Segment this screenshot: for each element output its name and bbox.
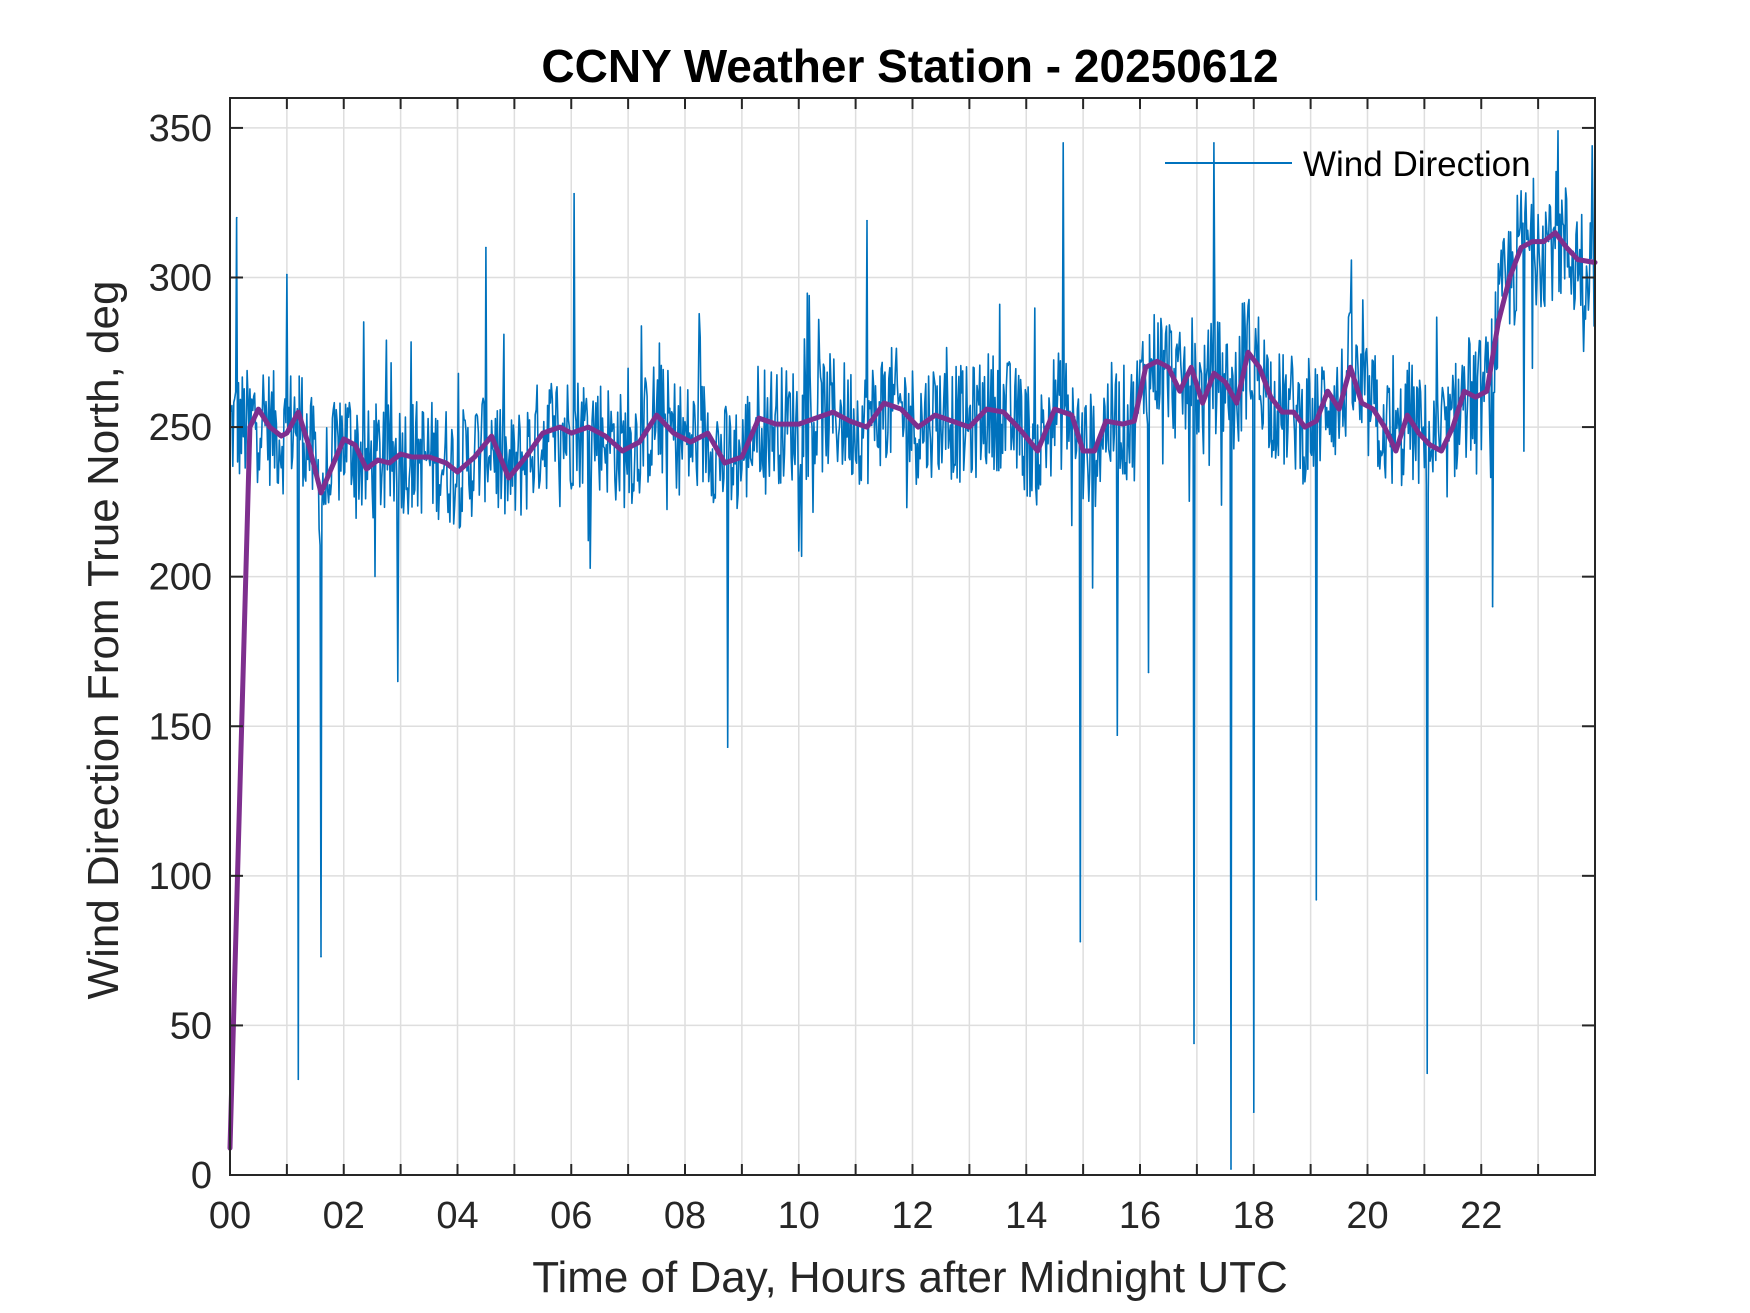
- grid-lines: [230, 98, 1595, 1175]
- wind-direction-spike-point: [396, 680, 399, 683]
- smoothed-line: [227, 230, 1598, 1151]
- wind-direction-series: [229, 130, 1595, 1170]
- y-tick-label: 0: [191, 1155, 212, 1197]
- y-axis-label: Wind Direction From True North, deg: [79, 281, 128, 1000]
- wind-direction-spike-point: [286, 273, 288, 276]
- wind-direction-spike-point: [1193, 1042, 1195, 1045]
- wind-direction-spike-point: [297, 1078, 300, 1081]
- wind-direction-spike-point: [320, 955, 322, 958]
- wind-direction-spike-point: [1213, 142, 1215, 144]
- y-tick-label: 250: [149, 407, 212, 449]
- x-tick-label: 00: [209, 1195, 251, 1237]
- axis-ticks: [229, 98, 1596, 1176]
- wind-direction-spike-point: [1062, 142, 1065, 144]
- y-tick-label: 100: [149, 856, 212, 898]
- x-tick-label: 06: [550, 1195, 592, 1237]
- x-tick-label: 02: [323, 1195, 365, 1237]
- y-tick-labels: 0 50 100 150 200 250 300 350: [149, 108, 212, 1197]
- wind-direction-spike-point: [1591, 145, 1593, 147]
- wind-direction-spike-point: [1523, 450, 1525, 452]
- y-tick-label: 50: [170, 1005, 212, 1047]
- wind-direction-spike-point: [573, 192, 575, 195]
- y-tick-label: 200: [149, 557, 212, 599]
- y-tick-label: 300: [149, 258, 212, 300]
- x-tick-label: 14: [1005, 1195, 1047, 1237]
- wind-direction-line: [229, 130, 1595, 1170]
- legend-label-wind-direction: Wind Direction: [1303, 145, 1531, 184]
- y-tick-label: 150: [149, 706, 212, 748]
- wind-direction-spike-point: [1491, 605, 1494, 608]
- x-tick-label: 08: [664, 1195, 706, 1237]
- wind-direction-spike-point: [236, 216, 238, 219]
- smoothed-series: [227, 230, 1598, 1151]
- y-tick-label: 350: [149, 108, 212, 150]
- x-axis-label: Time of Day, Hours after Midnight UTC: [532, 1253, 1288, 1302]
- wind-direction-spike-point: [1252, 1111, 1255, 1113]
- x-tick-label: 18: [1233, 1195, 1275, 1237]
- wind-direction-spike-point: [485, 246, 487, 249]
- x-tick-label: 10: [778, 1195, 820, 1237]
- wind-direction-spike-point: [1315, 898, 1318, 901]
- x-tick-label: 16: [1119, 1195, 1161, 1237]
- x-tick-label: 20: [1346, 1195, 1388, 1237]
- wind-direction-spike-point: [1557, 130, 1559, 132]
- wind-direction-spike-point: [866, 219, 868, 222]
- legend: Wind Direction: [1165, 145, 1531, 184]
- wind-direction-spike-point: [1079, 940, 1082, 943]
- x-tick-label: 12: [891, 1195, 933, 1237]
- chart-title: CCNY Weather Station - 20250612: [541, 40, 1278, 92]
- wind-direction-spike-point: [1116, 734, 1119, 737]
- x-tick-label: 22: [1460, 1195, 1502, 1237]
- wind-direction-spike-point: [726, 746, 729, 748]
- wind-direction-spike-point: [1230, 1168, 1232, 1170]
- x-tick-label: 04: [436, 1195, 478, 1237]
- wind-direction-spike-point: [1147, 671, 1150, 674]
- wind-direction-spike-point: [1426, 1072, 1429, 1075]
- x-tick-labels: 00 02 04 06 08 10 12 14 16 18 20 22: [209, 1195, 1503, 1237]
